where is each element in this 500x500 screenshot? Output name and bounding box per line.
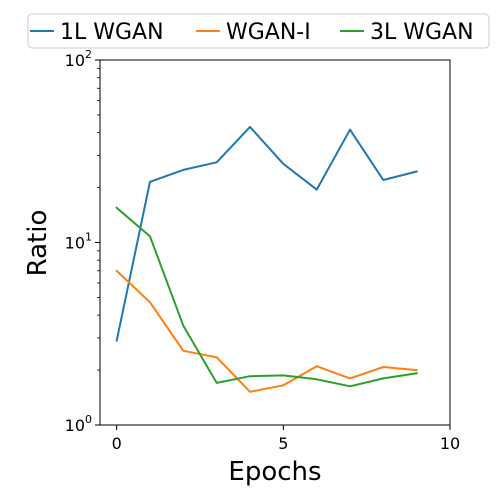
legend: 1L WGAN WGAN-I 3L WGAN: [27, 13, 490, 49]
plot-lines: [115, 125, 418, 393]
legend-box: [27, 13, 490, 49]
y-tick-label: 101: [65, 231, 92, 253]
y-tick-label: 100: [65, 413, 92, 435]
y-axis-ticks: 100 101 102: [65, 48, 100, 435]
legend-label-3: 3L WGAN: [370, 20, 474, 45]
series-line-2: [115, 269, 418, 393]
x-tick-label: 0: [112, 434, 122, 453]
y-axis-label: Ratio: [23, 210, 53, 277]
x-tick-label: 5: [278, 434, 288, 453]
legend-label-1: 1L WGAN: [60, 20, 164, 45]
series-line-1: [115, 125, 418, 342]
legend-label-2: WGAN-I: [226, 20, 311, 45]
x-axis-label: Epochs: [228, 457, 321, 487]
series-line-3: [115, 206, 418, 388]
y-tick-label: 102: [65, 48, 92, 70]
x-axis-ticks: 0 5 10: [112, 425, 460, 453]
x-tick-label: 10: [440, 434, 460, 453]
